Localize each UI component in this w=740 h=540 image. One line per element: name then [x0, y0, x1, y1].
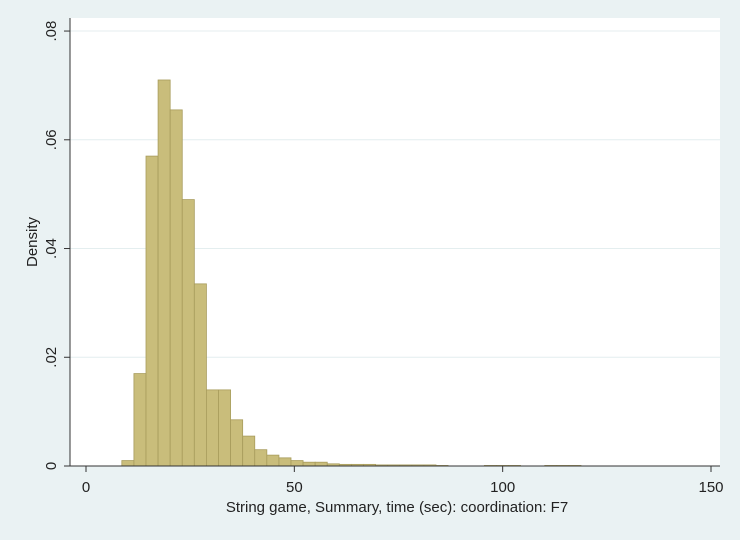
y-tick-label: .04 — [43, 238, 60, 259]
y-tick-label: .02 — [43, 347, 60, 368]
x-axis-title: String game, Summary, time (sec): coordi… — [226, 499, 568, 516]
histogram-bar — [121, 460, 135, 467]
x-tick-label: 100 — [490, 479, 515, 496]
histogram-bar — [242, 435, 256, 467]
histogram-bar — [302, 461, 316, 467]
histogram-bar — [278, 457, 292, 467]
y-tick-label: .08 — [43, 21, 60, 42]
y-tick-label: .06 — [43, 129, 60, 150]
x-tick-label: 150 — [698, 479, 723, 496]
histogram-bar — [230, 419, 244, 467]
y-tick-label: 0 — [43, 462, 60, 470]
histogram-bar — [145, 155, 159, 467]
x-tick-label: 50 — [286, 479, 303, 496]
histogram-bar — [169, 109, 183, 467]
histogram-bar — [266, 454, 280, 467]
y-axis-title: Density — [24, 216, 41, 267]
histogram-bar — [314, 461, 328, 467]
histogram-bar — [193, 283, 207, 467]
x-tick-label: 0 — [82, 479, 90, 496]
histogram-bar — [157, 79, 171, 467]
histogram-bar — [218, 389, 231, 467]
histogram-bar — [133, 373, 147, 467]
histogram-bar — [206, 389, 219, 467]
histogram-bar — [254, 449, 268, 467]
histogram-bar — [290, 460, 304, 467]
histogram-bar — [181, 199, 195, 467]
